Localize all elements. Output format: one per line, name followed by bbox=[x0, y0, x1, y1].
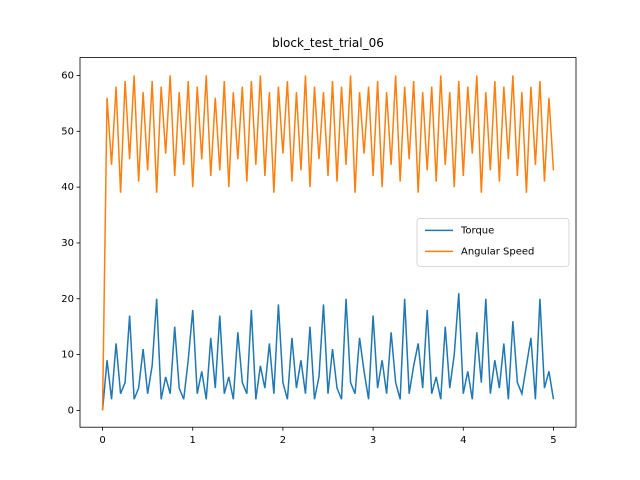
axes-frame bbox=[79, 57, 577, 428]
legend-box bbox=[416, 217, 570, 267]
legend-label: Torque bbox=[460, 225, 494, 236]
data-line bbox=[101, 75, 555, 411]
y-tick-label: 10 bbox=[61, 350, 74, 361]
x-tick-label: 2 bbox=[280, 435, 286, 446]
y-tick-label: 30 bbox=[61, 238, 74, 249]
y-tick-label: 40 bbox=[61, 182, 74, 193]
data-line bbox=[101, 293, 555, 411]
legend-label: Angular Speed bbox=[461, 246, 534, 257]
y-tick-label: 20 bbox=[61, 294, 74, 305]
x-tick-label: 0 bbox=[99, 435, 105, 446]
y-tick-label: 50 bbox=[61, 126, 74, 137]
y-tick-label: 0 bbox=[68, 405, 74, 416]
x-tick-label: 5 bbox=[550, 435, 556, 446]
chart-title: block_test_trial_06 bbox=[272, 36, 384, 50]
x-tick-label: 1 bbox=[190, 435, 196, 446]
x-tick-label: 4 bbox=[460, 435, 466, 446]
x-tick-label: 3 bbox=[370, 435, 376, 446]
y-tick-label: 60 bbox=[61, 70, 74, 81]
